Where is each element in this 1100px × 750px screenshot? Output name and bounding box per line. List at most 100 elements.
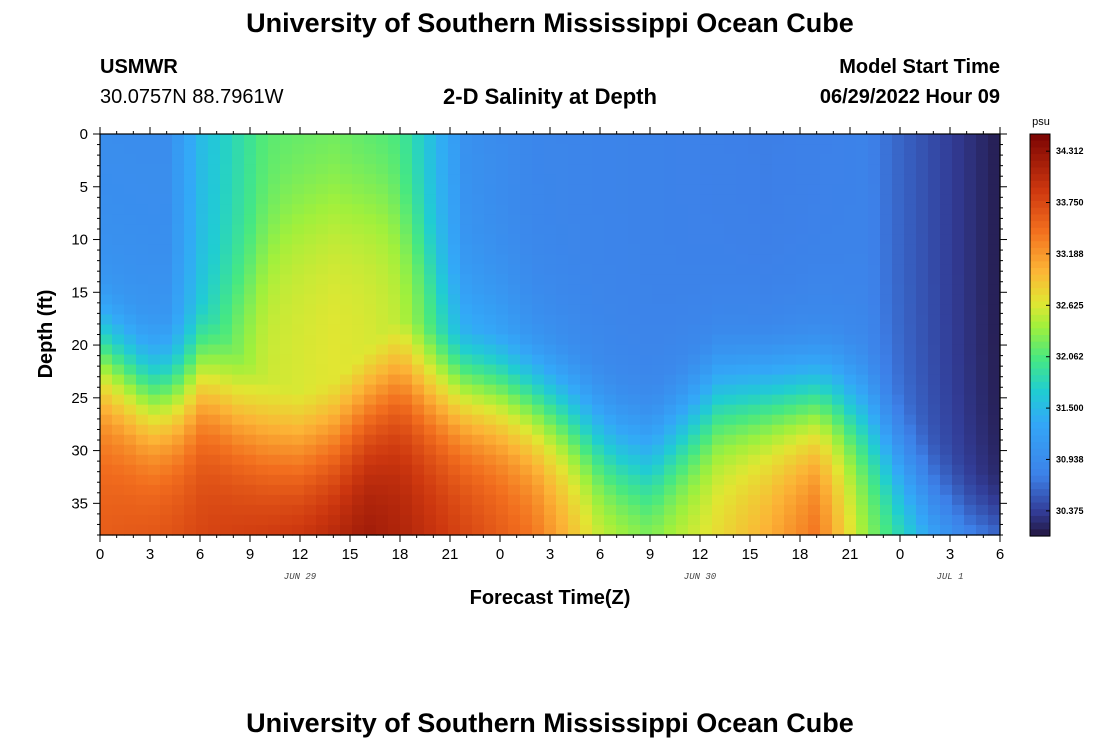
heatmap-cell <box>160 194 173 205</box>
heatmap-cell <box>112 444 125 456</box>
heatmap-cell <box>364 294 377 306</box>
heatmap-cell <box>664 384 677 396</box>
heatmap-cell <box>928 304 941 316</box>
heatmap-cell <box>964 434 977 446</box>
heatmap-cell <box>484 214 497 225</box>
heatmap-cell <box>436 464 449 476</box>
heatmap-cell <box>784 174 797 185</box>
heatmap-cell <box>172 384 185 396</box>
heatmap-cell <box>988 364 1001 376</box>
heatmap-cell <box>760 444 773 456</box>
heatmap-cell <box>400 384 413 396</box>
heatmap-cell <box>508 184 521 195</box>
colorbar-unit: psu <box>1032 116 1050 128</box>
heatmap-cell <box>532 344 545 356</box>
heatmap-cell <box>412 364 425 376</box>
heatmap-cell <box>820 294 833 306</box>
heatmap-cell <box>304 204 317 215</box>
heatmap-cell <box>772 194 785 205</box>
heatmap-cell <box>508 324 521 336</box>
heatmap-cell <box>892 434 905 446</box>
heatmap-cell <box>844 224 857 235</box>
heatmap-cell <box>568 254 581 265</box>
heatmap-cell <box>424 374 437 386</box>
heatmap-cell <box>292 424 305 436</box>
heatmap-cell <box>904 284 917 296</box>
heatmap-cell <box>472 144 485 155</box>
heatmap-cell <box>820 434 833 446</box>
heatmap-cell <box>352 524 365 536</box>
heatmap-cell <box>556 324 569 336</box>
heatmap-cell <box>136 244 149 255</box>
heatmap-cell <box>592 514 605 526</box>
heatmap-cell <box>364 384 377 396</box>
heatmap-cell <box>292 164 305 175</box>
heatmap-cell <box>628 244 641 255</box>
heatmap-cell <box>376 354 389 366</box>
heatmap-cell <box>520 364 533 376</box>
heatmap-cell <box>856 164 869 175</box>
heatmap-cell <box>280 204 293 215</box>
heatmap-cell <box>868 334 881 346</box>
heatmap-cell <box>820 474 833 486</box>
heatmap-cell <box>628 224 641 235</box>
heatmap-cell <box>340 284 353 296</box>
heatmap-cell <box>136 444 149 456</box>
heatmap-cell <box>628 254 641 265</box>
heatmap-cell <box>496 264 509 275</box>
heatmap-cell <box>100 354 113 366</box>
heatmap-cell <box>880 434 893 446</box>
colorbar-segment <box>1030 408 1050 416</box>
heatmap-cell <box>928 414 941 426</box>
heatmap-cell <box>676 474 689 486</box>
heatmap-cell <box>964 394 977 406</box>
heatmap-cell <box>232 464 245 476</box>
heatmap-cell <box>652 374 665 386</box>
heatmap-cell <box>184 154 197 165</box>
heatmap-cell <box>580 524 593 536</box>
colorbar-segment <box>1030 194 1050 202</box>
colorbar-segment <box>1030 247 1050 256</box>
heatmap-cell <box>208 504 221 516</box>
heatmap-cell <box>328 384 341 396</box>
heatmap-cell <box>964 414 977 426</box>
heatmap-cell <box>340 364 353 376</box>
heatmap-cell <box>280 344 293 356</box>
heatmap-cell <box>220 454 233 466</box>
heatmap-cell <box>856 444 869 456</box>
heatmap-cell <box>964 374 977 386</box>
heatmap-cell <box>328 214 341 225</box>
heatmap-cell <box>808 394 821 406</box>
heatmap-cell <box>268 204 281 215</box>
heatmap-cell <box>988 484 1001 496</box>
heatmap-cell <box>472 294 485 306</box>
heatmap-cell <box>496 374 509 386</box>
heatmap-cell <box>520 144 533 155</box>
heatmap-cell <box>916 174 929 185</box>
heatmap-cell <box>520 244 533 255</box>
heatmap-cell <box>400 244 413 255</box>
heatmap-cell <box>112 384 125 396</box>
heatmap-cell <box>844 434 857 446</box>
heatmap-cell <box>940 304 953 316</box>
heatmap-cell <box>856 194 869 205</box>
heatmap-cell <box>868 224 881 235</box>
heatmap-cell <box>724 244 737 255</box>
heatmap-cell <box>208 294 221 306</box>
heatmap-cell <box>952 354 965 366</box>
heatmap-cell <box>892 344 905 356</box>
heatmap-cell <box>424 364 437 376</box>
heatmap-cell <box>784 214 797 225</box>
heatmap-cell <box>832 244 845 255</box>
heatmap-cell <box>544 444 557 456</box>
heatmap-cell <box>508 364 521 376</box>
heatmap-cell <box>316 304 329 316</box>
heatmap-cell <box>556 334 569 346</box>
heatmap-cell <box>652 484 665 496</box>
heatmap-cell <box>976 144 989 155</box>
heatmap-cell <box>280 164 293 175</box>
heatmap-cell <box>688 464 701 476</box>
heatmap-cell <box>160 174 173 185</box>
heatmap-cell <box>904 304 917 316</box>
heatmap-cell <box>700 354 713 366</box>
